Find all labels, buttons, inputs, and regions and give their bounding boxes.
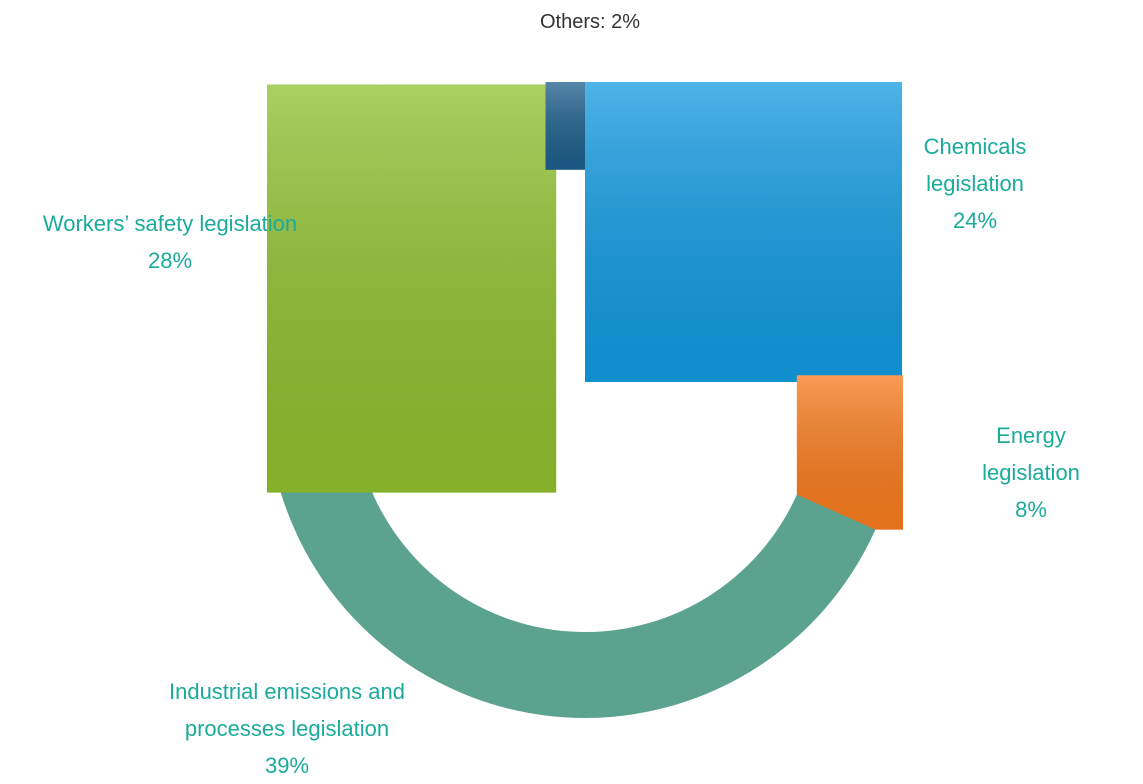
label-name: Chemicals legislation <box>923 134 1027 196</box>
label-name: Workers’ safety legislation <box>42 211 298 236</box>
label-name: Energy legislation <box>982 423 1080 485</box>
label-value: 8% <box>1015 497 1047 522</box>
label-value: 39% <box>264 753 310 778</box>
label-value: 2% <box>611 11 641 33</box>
label-name: Others <box>540 11 611 33</box>
label-industrial: Industrial emissions and processes legis… <box>137 673 437 784</box>
label-workers: Workers’ safety legislation 28% <box>43 205 297 279</box>
label-value: 28% <box>147 248 193 273</box>
segment-shade <box>545 82 585 170</box>
segment-shade <box>585 82 903 382</box>
label-value: 24% <box>952 208 998 233</box>
label-name: Industrial emissions and processes legis… <box>168 679 405 741</box>
segment <box>280 467 876 718</box>
label-energy: Energy legislation 8% <box>975 417 1087 528</box>
segment-shade <box>267 84 557 493</box>
label-chemicals: Chemicals legislation 24% <box>891 128 1059 239</box>
label-others: Others2% <box>540 4 640 41</box>
